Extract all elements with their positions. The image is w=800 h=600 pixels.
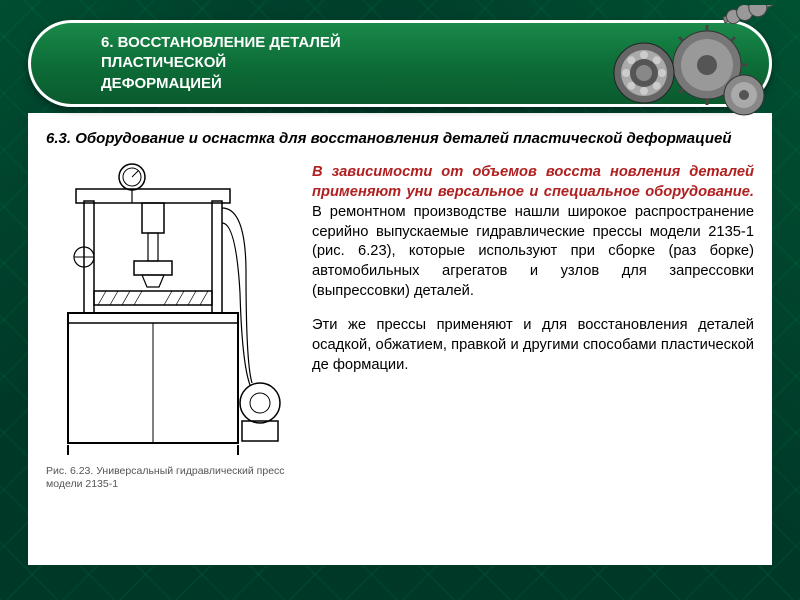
subheading: 6.3. Оборудование и оснастка для восстан… [46, 129, 754, 149]
figure-caption: Рис. 6.23. Универсальный гидравлический … [46, 465, 298, 491]
title-bar: 6. ВОССТАНОВЛЕНИЕ ДЕТАЛЕЙ ПЛАСТИЧЕСКОЙ Д… [28, 20, 772, 107]
paragraph-1: В зависимости от объемов восста новления… [312, 163, 754, 302]
title-line-2: ПЛАСТИЧЕСКОЙ [101, 54, 226, 71]
body-row: Рис. 6.23. Универсальный гидравлический … [46, 163, 754, 491]
subheading-number: 6.3. [46, 130, 71, 147]
press-diagram [46, 163, 298, 459]
slide-content: 6. ВОССТАНОВЛЕНИЕ ДЕТАЛЕЙ ПЛАСТИЧЕСКОЙ Д… [28, 20, 772, 562]
paragraph-2: Эти же прессы применяют и для восстановл… [312, 316, 754, 376]
paragraph-1-rest: В ремонтном производстве нашли широкое р… [312, 204, 754, 299]
paragraph-1-lead: В зависимости от объемов восста новления… [312, 164, 754, 200]
title-line-3: ДЕФОРМАЦИЕЙ [101, 75, 222, 92]
text-column: В зависимости от объемов восста новления… [312, 163, 754, 491]
content-panel: 6.3. Оборудование и оснастка для восстан… [28, 113, 772, 565]
figure-block: Рис. 6.23. Универсальный гидравлический … [46, 163, 298, 491]
subheading-text: Оборудование и оснастка для восстановлен… [75, 130, 731, 147]
gear-cluster-image [589, 5, 779, 125]
title-line-1: 6. ВОССТАНОВЛЕНИЕ ДЕТАЛЕЙ [101, 34, 341, 51]
